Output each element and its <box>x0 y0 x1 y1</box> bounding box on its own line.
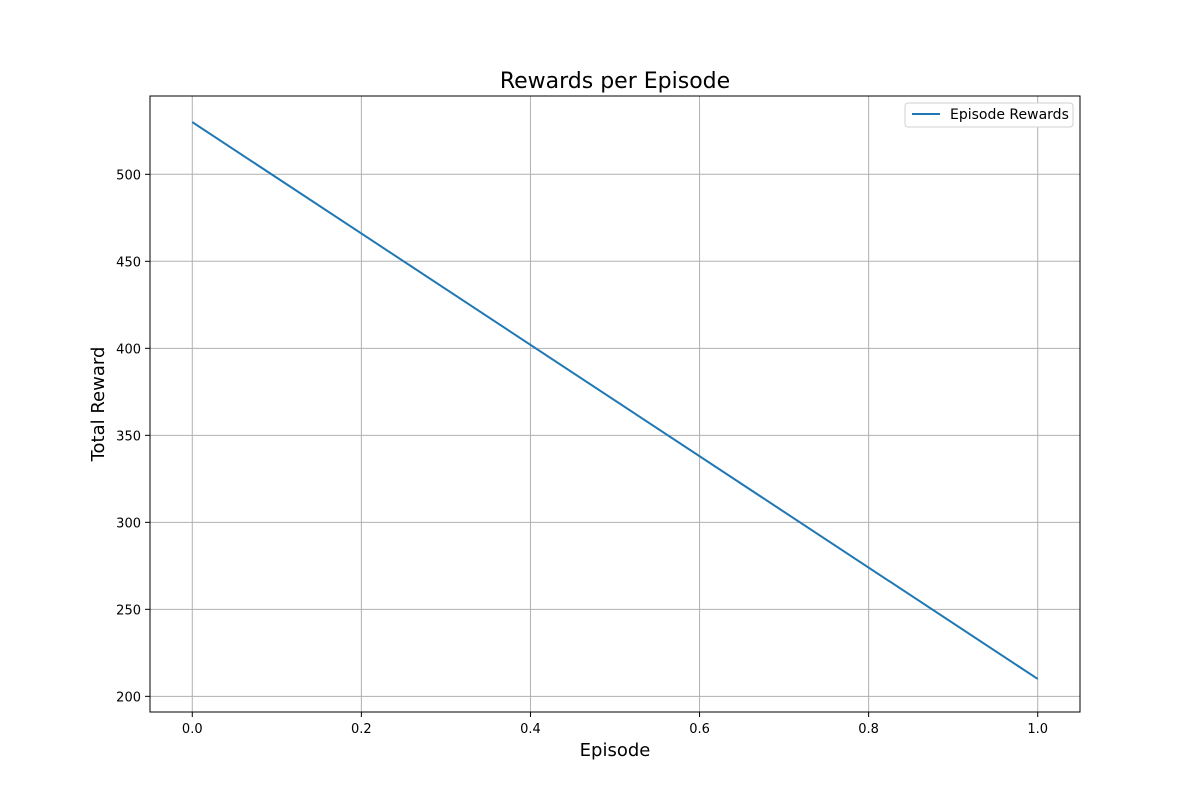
chart-title: Rewards per Episode <box>500 69 730 94</box>
x-tick-label: 0.2 <box>351 722 372 737</box>
x-tick-label: 0.4 <box>520 722 541 737</box>
series-layer <box>191 121 1039 680</box>
y-tick-label: 350 <box>116 429 141 444</box>
y-tick-label: 500 <box>116 168 141 183</box>
axes <box>149 95 1081 713</box>
grid-lines <box>150 96 1080 712</box>
legend: Episode Rewards <box>904 102 1074 128</box>
legend-box <box>904 102 1074 128</box>
x-axis-label: Episode <box>580 740 651 761</box>
y-axis-label: Total Reward <box>88 347 109 463</box>
x-tick-label: 1.0 <box>1027 722 1048 737</box>
legend-label: Episode Rewards <box>950 107 1069 123</box>
ticks: 0.0 0.2 0.4 0.6 0.8 1.0 200 250 300 350 400 450 500 <box>116 168 1048 737</box>
y-tick-label: 300 <box>116 516 141 531</box>
y-tick-label: 200 <box>116 690 141 705</box>
series-line-episode-rewards <box>191 121 1039 680</box>
x-tick-label: 0.6 <box>689 722 710 737</box>
y-tick-label: 400 <box>116 342 141 357</box>
y-tick-label: 250 <box>116 603 141 618</box>
x-tick-label: 0.8 <box>858 722 879 737</box>
x-tick-label: 0.0 <box>182 722 203 737</box>
plot-frame <box>149 95 1081 713</box>
y-tick-label: 450 <box>116 255 141 270</box>
